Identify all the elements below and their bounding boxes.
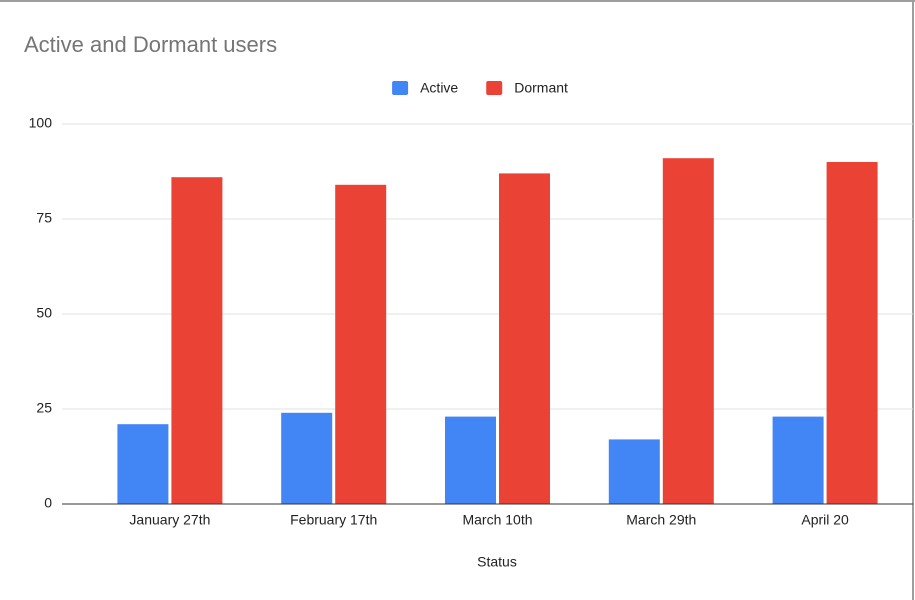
x-tick-label: March 29th bbox=[626, 512, 696, 528]
bar bbox=[499, 173, 550, 504]
bar bbox=[281, 412, 333, 504]
x-tick-label: April 20 bbox=[801, 512, 849, 528]
y-tick-label: 75 bbox=[36, 210, 52, 226]
chart-title: Active and Dormant users bbox=[24, 32, 277, 57]
y-tick-label: 0 bbox=[44, 495, 52, 511]
bar bbox=[826, 162, 878, 504]
bar bbox=[772, 416, 824, 504]
y-tick-label: 25 bbox=[36, 400, 52, 416]
x-tick-label: January 27th bbox=[129, 512, 210, 528]
bar bbox=[335, 184, 387, 505]
y-tick-label: 50 bbox=[36, 305, 52, 321]
bar bbox=[662, 158, 714, 504]
legend-label: Dormant bbox=[514, 80, 568, 96]
x-tick-label: March 10th bbox=[462, 512, 532, 528]
x-axis-title: Status bbox=[477, 554, 517, 570]
legend-swatch bbox=[486, 81, 503, 95]
legend-label: Active bbox=[420, 80, 458, 96]
bar bbox=[171, 177, 223, 504]
y-tick-label: 100 bbox=[29, 115, 53, 131]
x-tick-label: February 17th bbox=[290, 512, 377, 528]
bar bbox=[117, 424, 169, 504]
legend-swatch bbox=[392, 81, 409, 95]
bar bbox=[445, 416, 496, 504]
bar bbox=[608, 439, 660, 504]
